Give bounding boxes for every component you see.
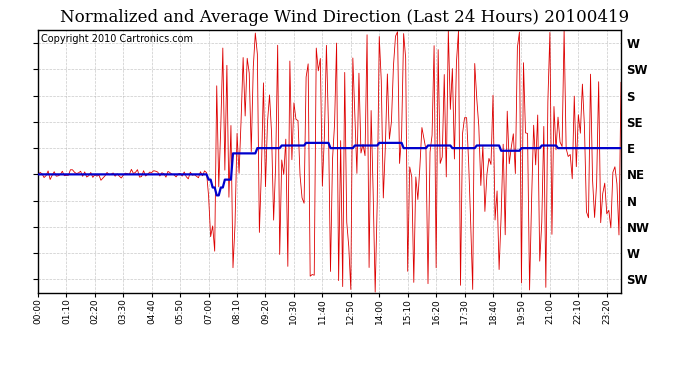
Text: Normalized and Average Wind Direction (Last 24 Hours) 20100419: Normalized and Average Wind Direction (L… xyxy=(61,9,629,26)
Text: Copyright 2010 Cartronics.com: Copyright 2010 Cartronics.com xyxy=(41,34,193,44)
